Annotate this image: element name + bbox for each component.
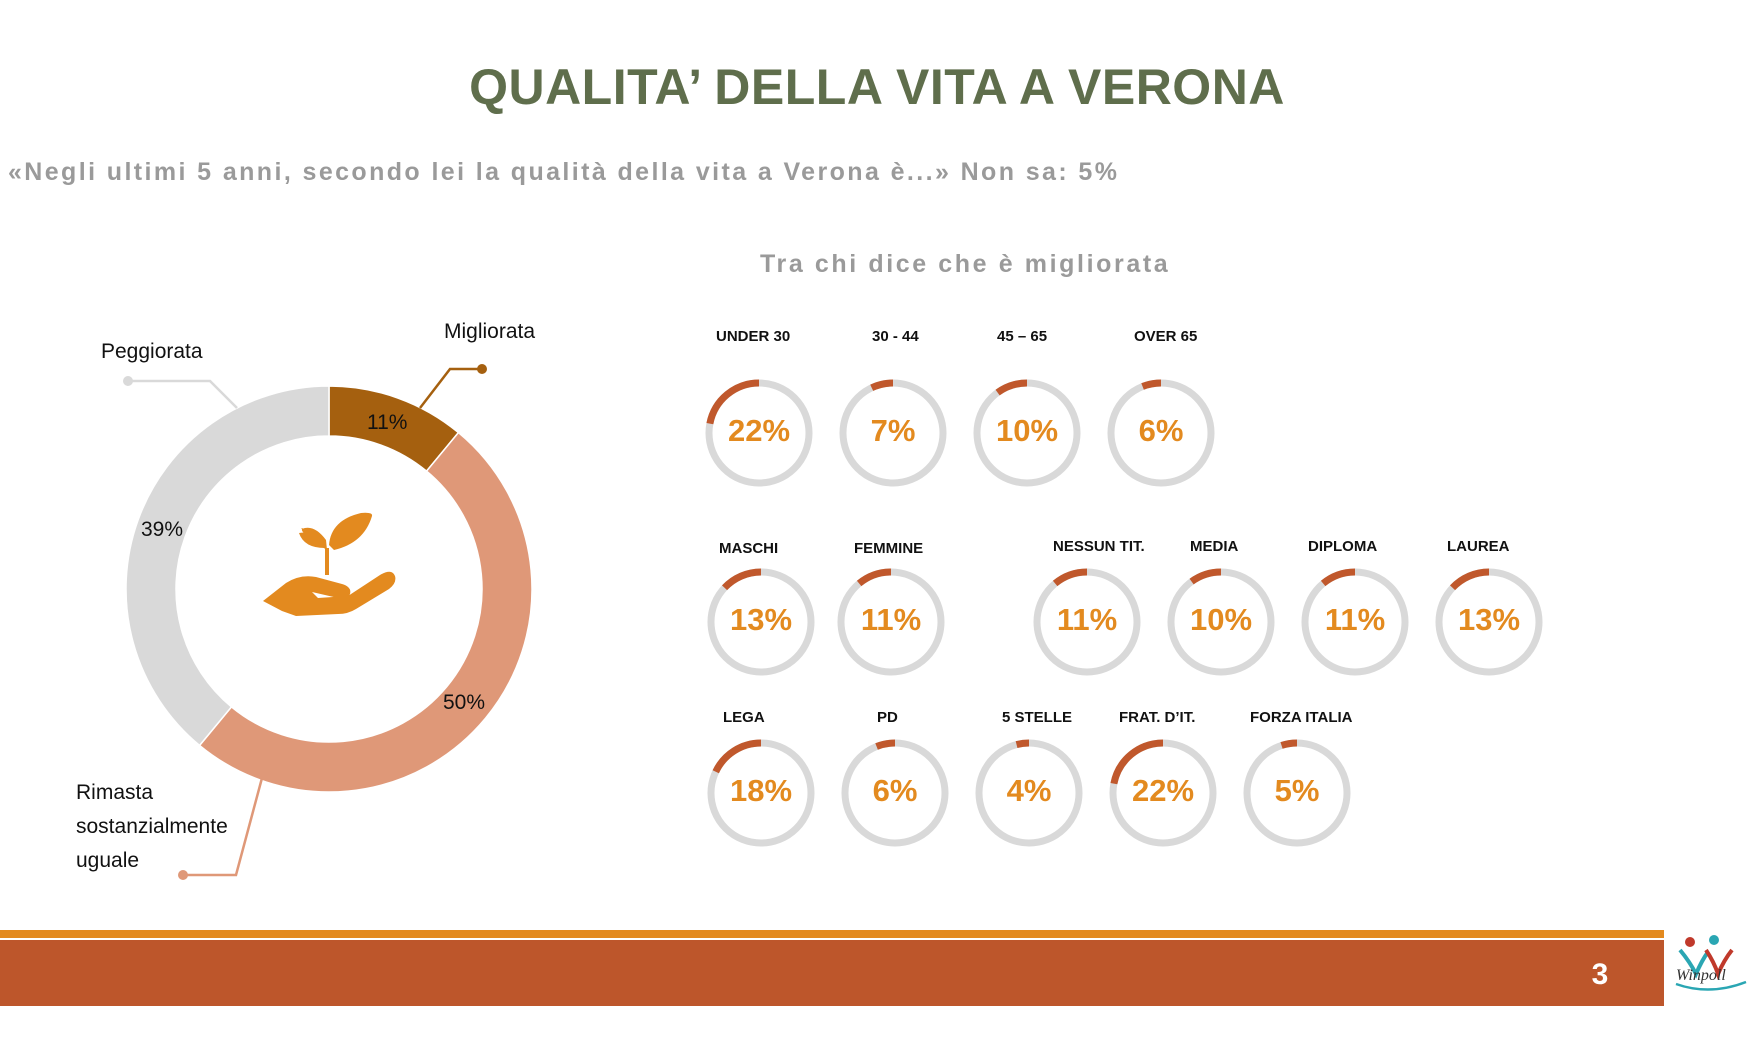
label-rimasta-line-2: sostanzialmente — [76, 815, 228, 838]
gauge-fill-arc — [870, 379, 894, 391]
page-title: QUALITA’ DELLA VITA A VERONA — [469, 59, 1285, 115]
leader-line-migliorata — [419, 367, 482, 409]
gauge-group-label: FORZA ITALIA — [1250, 709, 1353, 726]
gauge-value-label: 10% — [995, 413, 1059, 448]
winpoll-logo: Winpoll — [1666, 930, 1754, 1006]
donut-slice-rimasta — [198, 431, 533, 793]
gauge-fill-arc — [1015, 739, 1030, 748]
gauge-fill-arc — [1110, 739, 1164, 785]
gauge-group-label: 30 - 44 — [872, 328, 919, 345]
gauge-fill-arc — [995, 379, 1028, 396]
gauge-value-label: 11% — [860, 602, 922, 637]
leader-line-peggiorata — [128, 379, 238, 409]
label-rimasta: Rimasta sostanzialmente uguale — [76, 776, 228, 878]
gauge-fill-arc — [856, 568, 892, 587]
gauge-value-label: 11% — [1056, 602, 1118, 637]
gauge-value-label: 7% — [870, 413, 916, 448]
gauge-fill-arc — [706, 379, 760, 425]
footer-accent-line — [0, 930, 1664, 938]
value-label-rimasta: 50% — [443, 691, 486, 714]
gauge-value-label: 10% — [1189, 602, 1253, 637]
value-label-migliorata: 11% — [367, 411, 408, 434]
gauge-group-label: FRAT. D’IT. — [1119, 709, 1196, 726]
gauge-group-label: 5 STELLE — [1002, 709, 1073, 726]
label-rimasta-line-3: uguale — [76, 849, 140, 872]
survey-question: «Negli ultimi 5 anni, secondo lei la qua… — [8, 158, 1120, 186]
gauge-value-label: 11% — [1324, 602, 1386, 637]
gauge-fill-arc — [712, 739, 762, 774]
gauge-group-label: OVER 65 — [1134, 328, 1198, 345]
gauge-group-label: FEMMINE — [854, 540, 924, 557]
gauge-fill-arc — [1052, 568, 1088, 587]
label-rimasta-line-1: Rimasta — [76, 781, 154, 804]
gauge-value-label: 13% — [729, 602, 793, 637]
gauge-fill-arc — [1141, 379, 1162, 390]
plant-in-hand-icon — [263, 512, 396, 616]
leader-dot-migliorata — [477, 364, 487, 374]
gauge-fill-arc — [1320, 568, 1356, 587]
leader-dot-peggiorata — [123, 376, 133, 386]
gauge-value-label: 6% — [872, 773, 918, 808]
gauge-grid — [705, 379, 1543, 847]
gauge-value-label: 4% — [1006, 773, 1052, 808]
gauge-value-label: 6% — [1138, 413, 1184, 448]
footer-bar — [0, 940, 1664, 1006]
donut-slice-peggiorata — [125, 385, 330, 747]
label-peggiorata: Peggiorata — [101, 340, 203, 363]
gauge-group-label: MEDIA — [1190, 538, 1239, 555]
gauge-group-label: 45 – 65 — [997, 328, 1048, 345]
gauges-subtitle: Tra chi dice che è migliorata — [760, 250, 1171, 278]
gauge-group-label: NESSUN TIT. — [1053, 538, 1145, 555]
label-migliorata: Migliorata — [444, 320, 536, 343]
gauge-group-label: LEGA — [723, 709, 765, 726]
gauge-group-label: LAUREA — [1447, 538, 1510, 555]
gauge-fill-arc — [1449, 568, 1490, 591]
gauge-fill-arc — [1280, 739, 1298, 749]
gauge-value-label: 18% — [729, 773, 793, 808]
leader-line-rimasta — [183, 777, 264, 877]
value-label-peggiorata: 39% — [141, 518, 184, 541]
page-number: 3 — [1591, 958, 1609, 991]
gauge-value-label: 13% — [1457, 602, 1521, 637]
gauge-fill-arc — [722, 568, 762, 591]
svg-text:Winpoll: Winpoll — [1676, 967, 1726, 984]
gauge-value-label: 22% — [727, 413, 791, 448]
gauge-fill-arc — [1189, 568, 1222, 585]
donut-chart — [123, 364, 533, 880]
gauge-value-label: 22% — [1131, 773, 1195, 808]
gauge-group-label: UNDER 30 — [716, 328, 791, 345]
gauge-group-label: MASCHI — [719, 540, 779, 557]
gauge-group-label: PD — [877, 709, 898, 726]
gauge-fill-arc — [875, 739, 896, 750]
leader-dot-rimasta — [178, 870, 188, 880]
gauge-group-label: DIPLOMA — [1308, 538, 1378, 555]
gauge-value-label: 5% — [1274, 773, 1320, 808]
